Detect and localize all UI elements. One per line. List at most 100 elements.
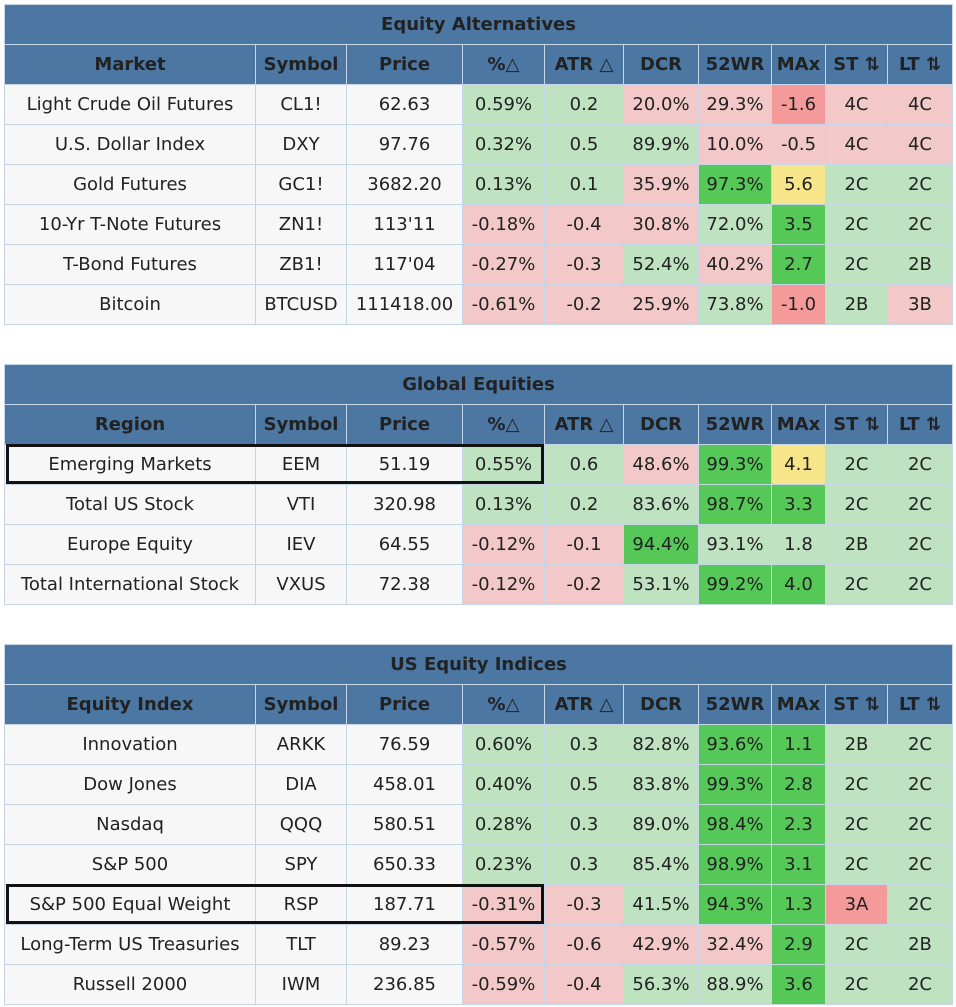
cell-max: 5.6 xyxy=(771,164,826,205)
table-row: S&P 500 Equal Weight RSP 187.71 -0.31% -0.3 4… xyxy=(4,884,954,925)
cell-max: -0.5 xyxy=(771,124,826,165)
cell-st: 2B xyxy=(825,284,888,325)
cell-st: 2C xyxy=(825,844,888,885)
column-header-row: Region Symbol Price %△ ATR △ DCR 52WR MAx ST ⇅ LT… xyxy=(4,404,954,445)
cell-symbol: CL1! xyxy=(255,84,347,125)
cell-atr: -0.3 xyxy=(544,884,624,925)
cell-max: 2.8 xyxy=(771,764,826,805)
cell-lt: 2C xyxy=(886,164,954,205)
cell-dcr: 35.9% xyxy=(623,164,699,205)
column-header-lt: LT ⇅ xyxy=(886,44,954,85)
cell-wr52: 93.6% xyxy=(698,724,772,765)
cell-lt: 2C xyxy=(886,724,954,765)
column-header-dcr: DCR xyxy=(623,44,699,85)
cell-price: 89.23 xyxy=(346,924,463,965)
cell-dcr: 42.9% xyxy=(623,924,699,965)
cell-price: 320.98 xyxy=(346,484,463,525)
cell-symbol: DIA xyxy=(255,764,347,805)
cell-st: 4C xyxy=(825,84,888,125)
section-title: Global Equities xyxy=(3,364,954,405)
cell-dcr: 94.4% xyxy=(623,524,699,565)
cell-pct: 0.13% xyxy=(462,484,545,525)
cell-dcr: 20.0% xyxy=(623,84,699,125)
cell-lt: 2B xyxy=(886,244,954,285)
cell-pct: -0.12% xyxy=(462,524,545,565)
column-header-dcr: DCR xyxy=(623,684,699,725)
cell-dcr: 56.3% xyxy=(623,964,699,1005)
row-name: Total International Stock xyxy=(4,564,256,605)
section-spacer xyxy=(4,324,953,365)
table-row: Gold Futures GC1! 3682.20 0.13% 0.1 35.9% 97.3… xyxy=(4,164,954,205)
cell-wr52: 99.3% xyxy=(698,764,772,805)
cell-atr: -0.1 xyxy=(544,524,624,565)
cell-st: 2C xyxy=(825,924,888,965)
row-name: S&P 500 xyxy=(4,844,256,885)
cell-dcr: 83.6% xyxy=(623,484,699,525)
cell-symbol: SPY xyxy=(255,844,347,885)
column-header-st: ST ⇅ xyxy=(825,684,888,725)
cell-price: 580.51 xyxy=(346,804,463,845)
table-row: Total International Stock VXUS 72.38 -0.12%… xyxy=(4,564,954,605)
cell-dcr: 83.8% xyxy=(623,764,699,805)
cell-symbol: DXY xyxy=(255,124,347,165)
column-header-symbol: Symbol xyxy=(255,404,347,445)
cell-atr: 0.2 xyxy=(544,484,624,525)
cell-pct: -0.18% xyxy=(462,204,545,245)
column-header-max: MAx xyxy=(771,684,826,725)
table-row: Russell 2000 IWM 236.85 -0.59% -0.4 56.3% 88.9… xyxy=(4,964,954,1005)
cell-price: 76.59 xyxy=(346,724,463,765)
table-row: Dow Jones DIA 458.01 0.40% 0.5 83.8% 99.3% 2.8 2… xyxy=(4,764,954,805)
cell-st: 2B xyxy=(825,524,888,565)
cell-symbol: VTI xyxy=(255,484,347,525)
row-name: Europe Equity xyxy=(4,524,256,565)
cell-wr52: 98.4% xyxy=(698,804,772,845)
cell-symbol: IEV xyxy=(255,524,347,565)
cell-pct: -0.57% xyxy=(462,924,545,965)
cell-st: 2C xyxy=(825,804,888,845)
cell-st: 2C xyxy=(825,204,888,245)
table-row: Europe Equity IEV 64.55 -0.12% -0.1 94.4% 93.1… xyxy=(4,524,954,565)
cell-pct: -0.59% xyxy=(462,964,545,1005)
cell-pct: -0.27% xyxy=(462,244,545,285)
cell-lt: 2C xyxy=(886,524,954,565)
column-header-row: Equity Index Symbol Price %△ ATR △ DCR 52WR MAx… xyxy=(4,684,954,725)
row-name: Innovation xyxy=(4,724,256,765)
cell-atr: 0.3 xyxy=(544,724,624,765)
cell-price: 111418.00 xyxy=(346,284,463,325)
section-spacer xyxy=(4,604,953,645)
cell-dcr: 30.8% xyxy=(623,204,699,245)
cell-price: 650.33 xyxy=(346,844,463,885)
cell-lt: 2C xyxy=(886,964,954,1005)
column-header-first: Region xyxy=(4,404,256,445)
cell-pct: 0.55% xyxy=(462,444,545,485)
cell-atr: -0.2 xyxy=(544,284,624,325)
cell-dcr: 85.4% xyxy=(623,844,699,885)
section-title-row: Equity Alternatives xyxy=(3,4,954,45)
cell-dcr: 48.6% xyxy=(623,444,699,485)
column-header-max: MAx xyxy=(771,404,826,445)
cell-price: 458.01 xyxy=(346,764,463,805)
table-row: U.S. Dollar Index DXY 97.76 0.32% 0.5 89.9% 10… xyxy=(4,124,954,165)
cell-wr52: 98.9% xyxy=(698,844,772,885)
cell-symbol: ZN1! xyxy=(255,204,347,245)
cell-wr52: 88.9% xyxy=(698,964,772,1005)
cell-atr: 0.1 xyxy=(544,164,624,205)
row-name: Russell 2000 xyxy=(4,964,256,1005)
cell-symbol: ARKK xyxy=(255,724,347,765)
column-header-wr52: 52WR xyxy=(698,684,772,725)
table-row: Nasdaq QQQ 580.51 0.28% 0.3 89.0% 98.4% 2.3 2C 2C xyxy=(4,804,954,845)
section-title-row: Global Equities xyxy=(3,364,954,405)
cell-price: 72.38 xyxy=(346,564,463,605)
section-title-row: US Equity Indices xyxy=(3,644,954,685)
market-tables: Equity Alternatives Market Symbol Price %△ AT… xyxy=(3,4,954,1005)
cell-symbol: RSP xyxy=(255,884,347,925)
cell-lt: 2C xyxy=(886,804,954,845)
cell-pct: 0.40% xyxy=(462,764,545,805)
table-row: Emerging Markets EEM 51.19 0.55% 0.6 48.6% 99.… xyxy=(4,444,954,485)
cell-symbol: GC1! xyxy=(255,164,347,205)
row-name: Bitcoin xyxy=(4,284,256,325)
column-header-st: ST ⇅ xyxy=(825,44,888,85)
row-name: Total US Stock xyxy=(4,484,256,525)
cell-atr: -0.6 xyxy=(544,924,624,965)
cell-symbol: BTCUSD xyxy=(255,284,347,325)
